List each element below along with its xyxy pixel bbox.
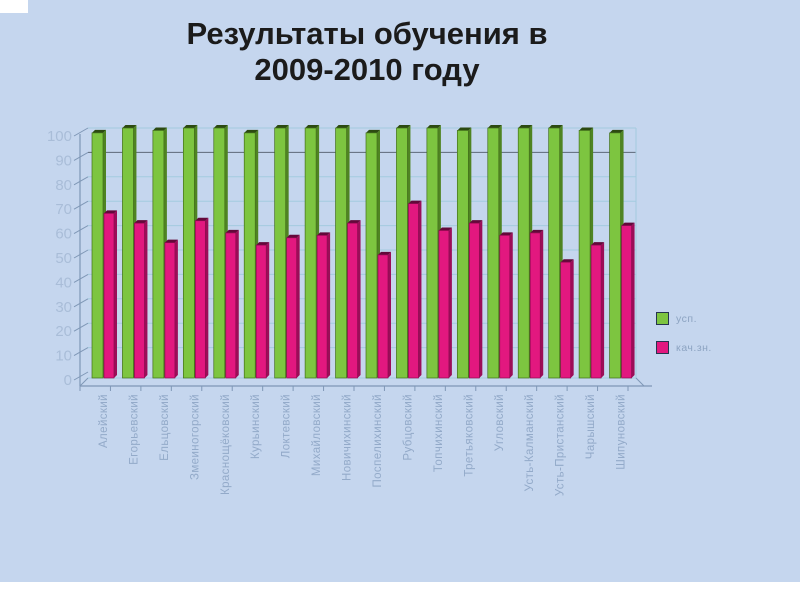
x-tick-label: Локтевский <box>281 394 293 458</box>
x-tick-label: Третьяковский <box>463 394 475 477</box>
x-tick-label: Новичихинский <box>342 394 354 481</box>
bar-кач.зн.-Ельцовский <box>164 239 178 379</box>
legend-swatch-pink <box>656 341 669 354</box>
slide-title-line2: 2009-2010 году <box>254 51 480 87</box>
legend-label-series2: кач.зн. <box>676 341 712 354</box>
x-tick-label: Поспелихинский <box>372 394 384 488</box>
bar-кач.зн.-Локтевский <box>286 234 300 379</box>
bar-кач.зн.-Угловский <box>499 232 513 379</box>
y-tick-label: 60 <box>55 226 72 243</box>
y-tick-label: 90 <box>55 152 72 169</box>
legend-item-series2: кач.зн. <box>656 341 776 354</box>
x-tick-label: Алейский <box>98 394 110 448</box>
y-tick-label: 0 <box>64 372 72 389</box>
y-tick-label: 40 <box>55 274 72 291</box>
y-tick-label: 50 <box>55 250 72 267</box>
x-tick-label: Рубцовский <box>402 394 414 461</box>
legend-swatch-green <box>656 312 669 325</box>
x-tick-label: Змеиногорский <box>189 394 201 480</box>
x-tick-label: Егорьевский <box>128 394 140 465</box>
slide-title-line1: Результаты обучения в <box>186 16 548 51</box>
y-tick-label: 20 <box>55 323 72 340</box>
x-tick-label: Шипуновский <box>616 394 628 470</box>
bar-кач.зн.-Чарышский <box>590 242 605 379</box>
y-axis: 0 10 20 30 40 50 60 70 80 90 100 <box>47 127 89 389</box>
bar-chart-svg: 0 10 20 30 40 50 60 70 80 90 100 Алейский Егорьевски… <box>47 125 652 496</box>
bar-кач.зн.-Краснощёковский <box>225 229 239 379</box>
x-axis <box>79 377 652 391</box>
slide-title: Результаты обучения в 2009-2010 году <box>0 16 734 88</box>
legend-label-series1: усп. <box>676 312 697 325</box>
x-tick-label: Усть-Калманский <box>524 394 536 491</box>
bar-кач.зн.-Егорьевский <box>134 220 148 379</box>
x-tick-label: Ельцовский <box>159 394 171 461</box>
bar-chart: 0 10 20 30 40 50 60 70 80 90 100 Алейский Егорьевски… <box>25 112 665 572</box>
legend-item-series1: усп. <box>656 312 776 325</box>
bar-кач.зн.-Рубцовский <box>408 200 422 379</box>
bar-кач.зн.-Третьяковский <box>468 220 483 379</box>
bar-кач.зн.-Поспелихинский <box>377 251 391 379</box>
bar-кач.зн.-Новичихинский <box>347 220 361 379</box>
viewer-bottom-band <box>0 582 800 600</box>
x-tick-label: Михайловский <box>311 394 323 476</box>
x-tick-label: Усть-Пристанский <box>555 394 567 496</box>
viewer-corner-notch <box>0 0 28 13</box>
bar-кач.зн.-Курьинский <box>255 242 270 379</box>
y-tick-label: 70 <box>55 201 72 218</box>
gridlines <box>88 127 637 379</box>
y-tick-label: 100 <box>47 128 72 145</box>
y-tick-label: 30 <box>55 299 72 316</box>
bar-кач.зн.-Топчихинский <box>438 227 452 379</box>
bar-кач.зн.-Михайловский <box>316 232 331 379</box>
y-tick-label: 80 <box>55 177 72 194</box>
x-tick-label: Чарышский <box>585 394 597 459</box>
bar-кач.зн.-Алейский <box>103 210 117 379</box>
bar-кач.зн.-Усть-Пристанский <box>560 259 574 379</box>
bar-кач.зн.-Змеиногорский <box>194 217 209 379</box>
x-tick-label: Курьинский <box>250 394 262 459</box>
bars <box>91 125 635 379</box>
x-tick-label: Угловский <box>494 394 506 451</box>
bar-кач.зн.-Шипуновский <box>621 222 635 379</box>
bar-кач.зн.-Усть-Калманский <box>529 229 544 379</box>
slide-background: Результаты обучения в 2009-2010 году 0 10… <box>0 0 800 582</box>
y-tick-label: 10 <box>55 348 72 365</box>
x-tick-label: Топчихинский <box>433 394 445 472</box>
chart-legend: усп. кач.зн. <box>656 312 776 370</box>
x-tick-label: Краснощёковский <box>220 394 232 495</box>
